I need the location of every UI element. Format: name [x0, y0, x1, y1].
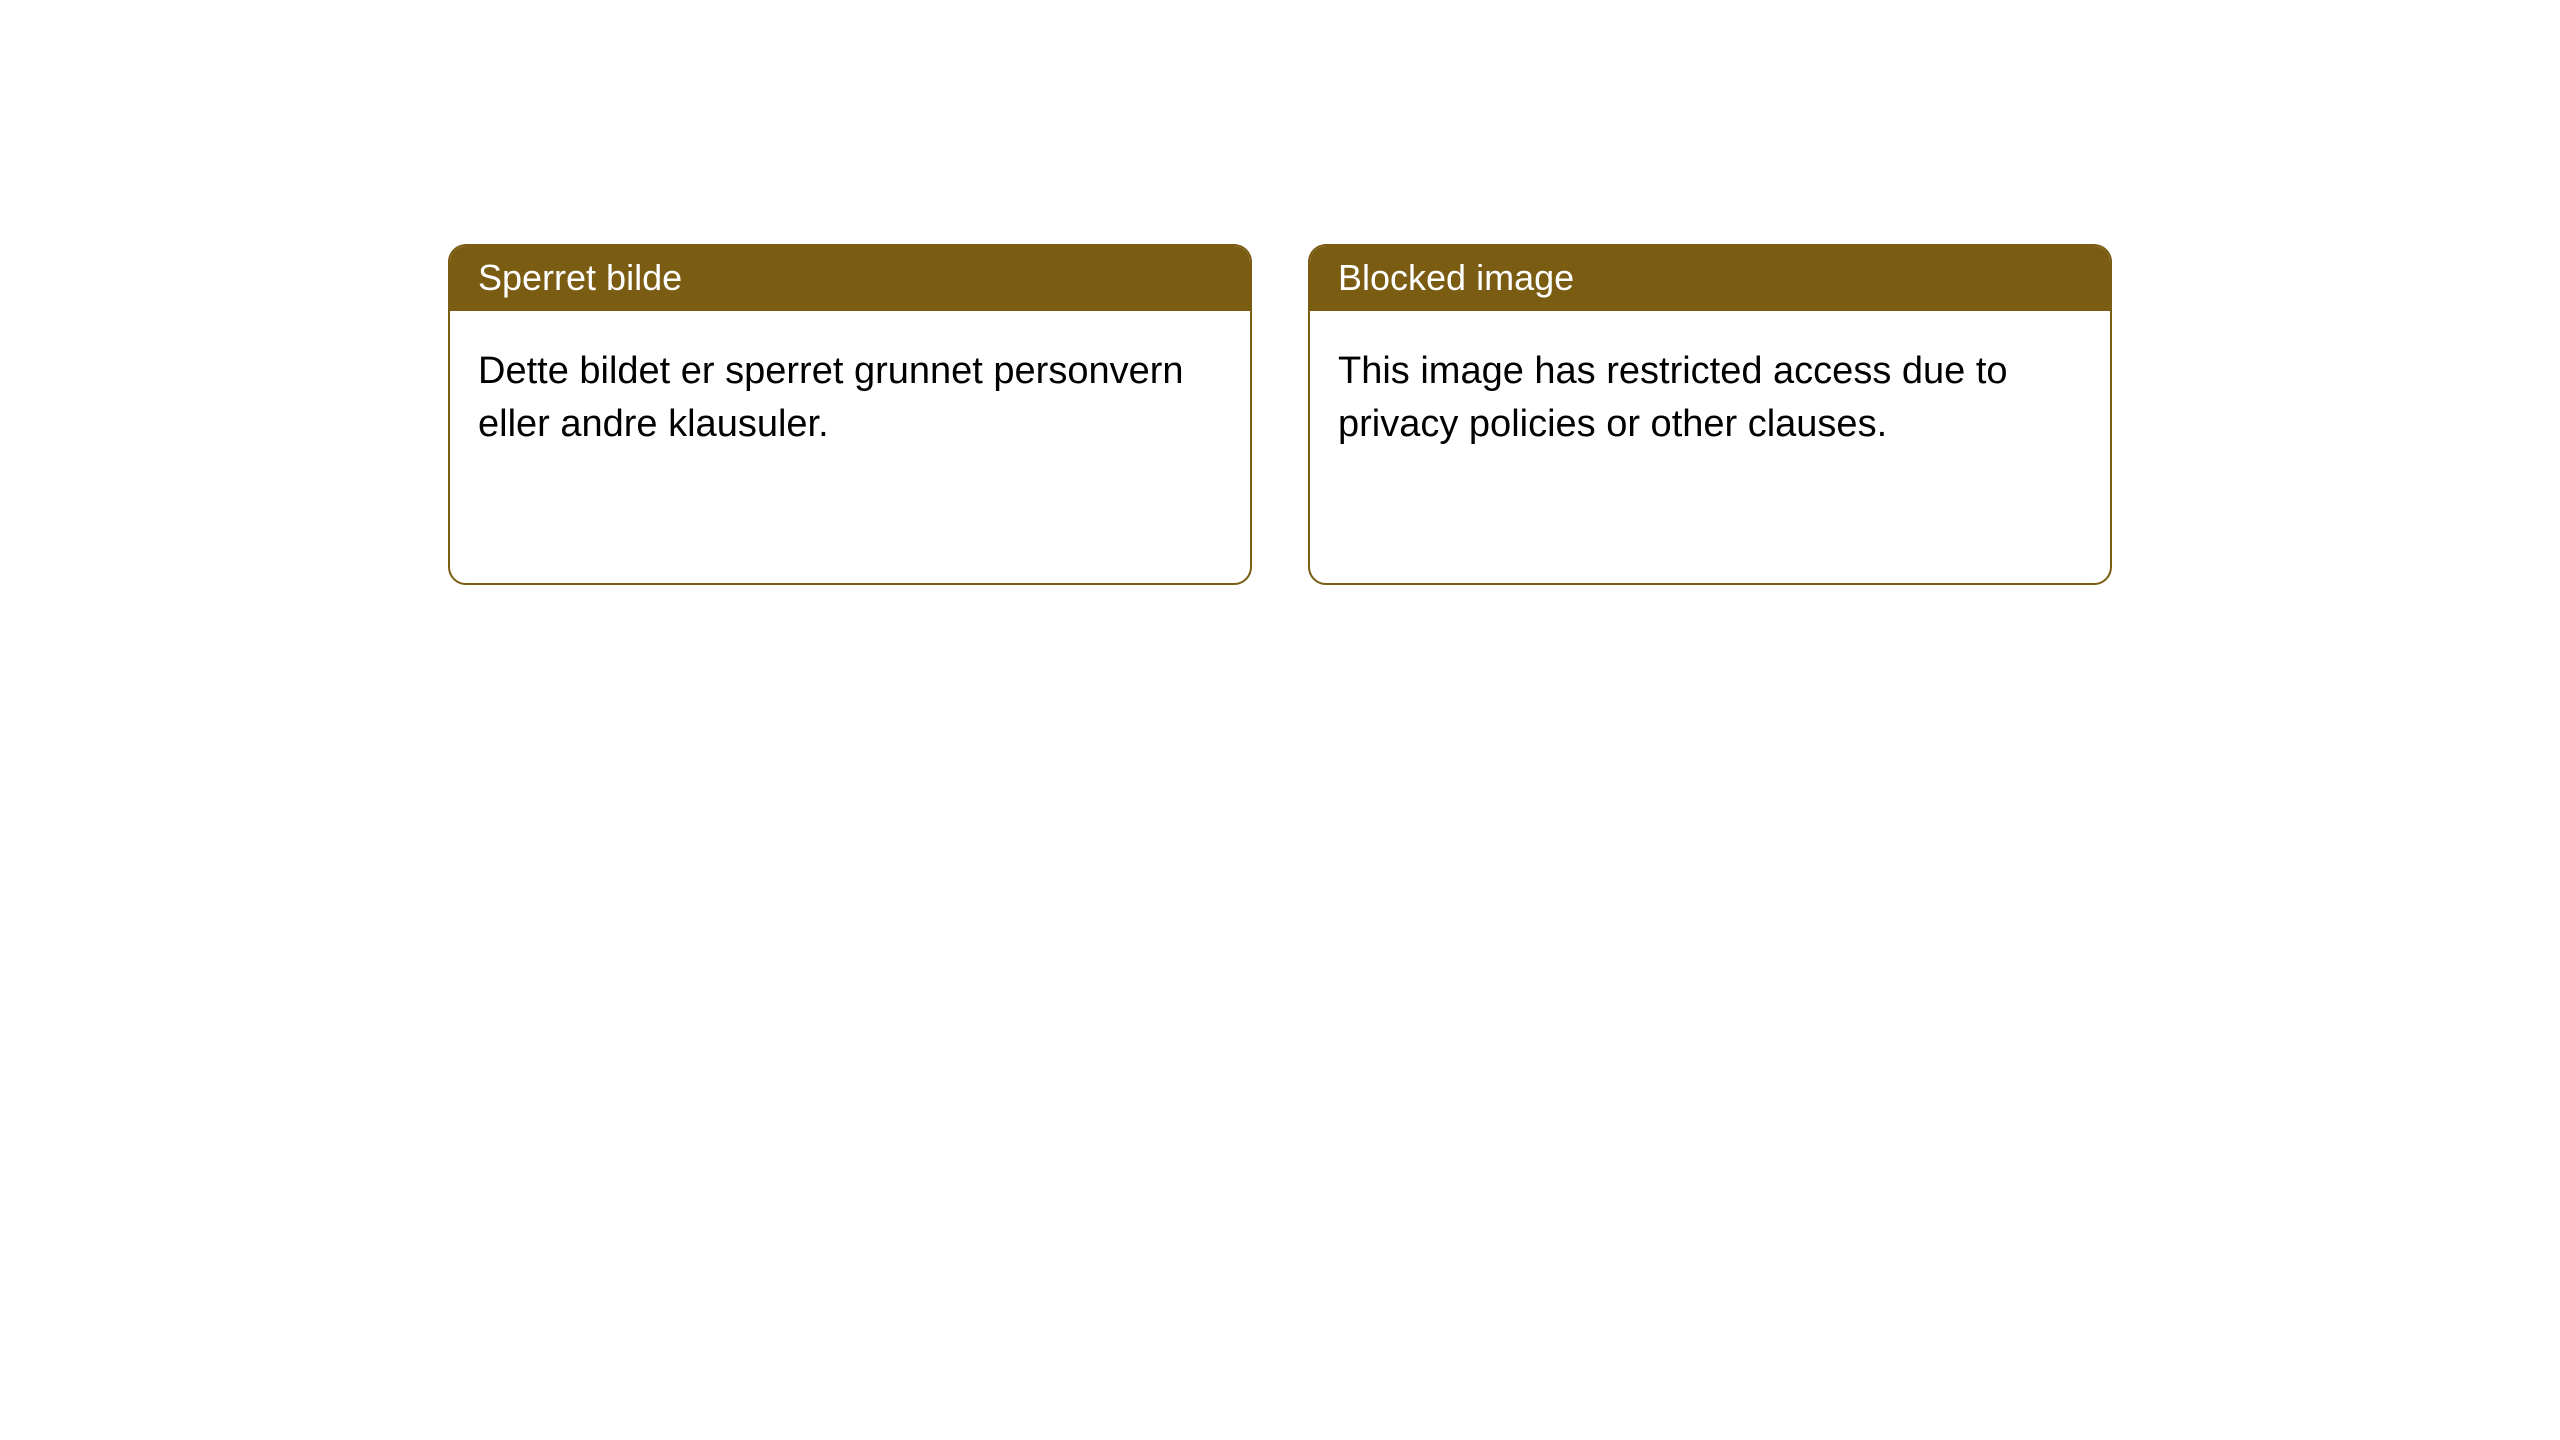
notice-body: This image has restricted access due to …	[1310, 311, 2110, 583]
notice-container: Sperret bilde Dette bildet er sperret gr…	[0, 0, 2560, 585]
notice-card-english: Blocked image This image has restricted …	[1308, 244, 2112, 585]
notice-header: Blocked image	[1310, 246, 2110, 311]
notice-card-norwegian: Sperret bilde Dette bildet er sperret gr…	[448, 244, 1252, 585]
notice-body: Dette bildet er sperret grunnet personve…	[450, 311, 1250, 583]
notice-header: Sperret bilde	[450, 246, 1250, 311]
